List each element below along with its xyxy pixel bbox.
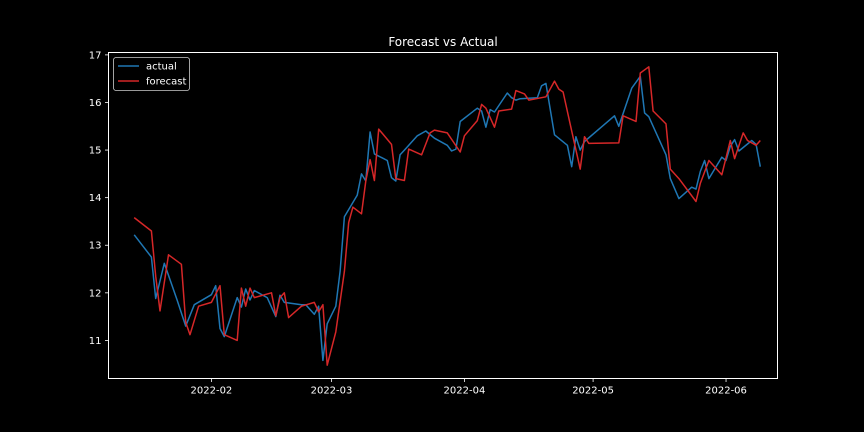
- legend: actual forecast: [113, 57, 190, 91]
- legend-label-forecast: forecast: [146, 77, 187, 88]
- y-tick-label: 13: [89, 241, 102, 252]
- y-axis: 11 12 13 14 15 16 17: [89, 50, 109, 347]
- chart-title: Forecast vs Actual: [388, 35, 497, 49]
- y-tick-label: 15: [89, 146, 102, 157]
- plot-frame: [108, 52, 778, 379]
- y-tick-label: 11: [89, 336, 102, 347]
- y-tick-label: 16: [89, 98, 102, 109]
- x-tick-label: 2022-05: [572, 386, 614, 397]
- x-tick-label: 2022-06: [705, 386, 747, 397]
- y-tick-label: 14: [89, 193, 102, 204]
- x-tick-label: 2022-02: [191, 386, 233, 397]
- series-line-forecast: [133, 66, 761, 366]
- x-axis: 2022-02 2022-03 2022-04 2022-05 2022-06: [191, 378, 747, 397]
- x-tick-label: 2022-03: [311, 386, 353, 397]
- plot-area: [133, 66, 762, 366]
- y-tick-label: 17: [89, 50, 102, 61]
- legend-label-actual: actual: [146, 62, 177, 73]
- y-tick-label: 12: [89, 288, 102, 299]
- x-tick-label: 2022-04: [444, 386, 486, 397]
- series-line-actual: [133, 75, 762, 362]
